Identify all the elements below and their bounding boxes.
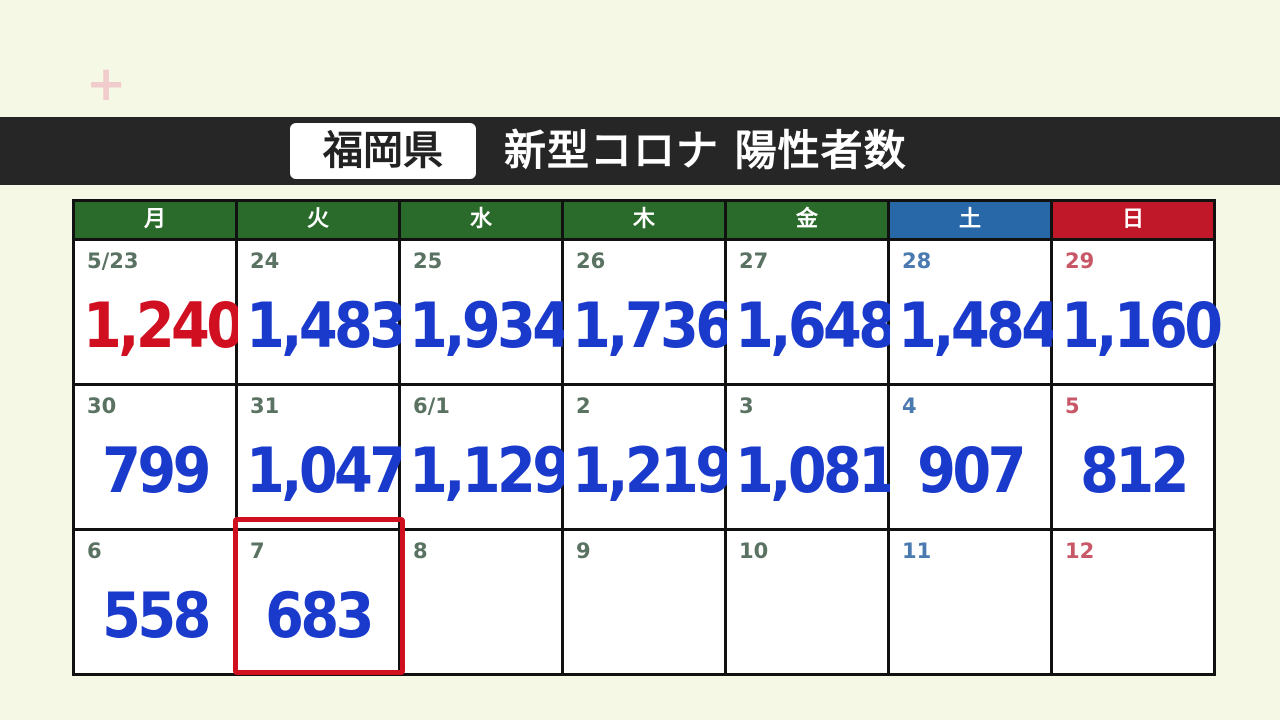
day-date: 12	[1065, 539, 1095, 563]
case-count: 907	[917, 434, 1026, 507]
day-cell: 25 1,934	[401, 241, 571, 383]
day-cell: 5 812	[1053, 386, 1213, 528]
day-cell: 26 1,736	[564, 241, 734, 383]
weekday-header: 日	[1053, 202, 1213, 238]
day-cell: 3 1,081	[727, 386, 897, 528]
day-cell: 28 1,484	[890, 241, 1060, 383]
day-date: 26	[576, 249, 606, 273]
page-title: 新型コロナ 陽性者数	[504, 126, 907, 175]
day-date: 28	[902, 249, 932, 273]
calendar-table: 月火水木金土日 5/23 1,240 24 1,483 25 1,934 26 1,736 27 1…	[72, 199, 1223, 676]
day-date: 27	[739, 249, 769, 273]
day-date: 4	[902, 394, 917, 418]
case-count: 558	[102, 579, 211, 652]
case-count: 1,081	[735, 434, 897, 507]
day-date: 7	[250, 539, 265, 563]
day-date: 5	[1065, 394, 1080, 418]
weekday-header: 金	[727, 202, 887, 238]
day-cell: 10	[727, 531, 887, 673]
case-count: 812	[1080, 434, 1189, 507]
case-count: 1,484	[898, 289, 1060, 362]
day-cell: 5/23 1,240	[75, 241, 245, 383]
day-date: 10	[739, 539, 769, 563]
day-cell: 27 1,648	[727, 241, 897, 383]
weekday-header: 木	[564, 202, 724, 238]
case-count: 799	[102, 434, 211, 507]
day-date: 24	[250, 249, 280, 273]
day-date: 6	[87, 539, 102, 563]
day-date: 5/23	[87, 249, 139, 273]
case-count: 1,934	[409, 289, 571, 362]
case-count: 1,736	[572, 289, 734, 362]
case-count: 1,129	[409, 434, 571, 507]
day-cell: 24 1,483	[238, 241, 408, 383]
day-date: 2	[576, 394, 591, 418]
day-date: 8	[413, 539, 428, 563]
day-cell: 8	[401, 531, 561, 673]
case-count: 1,047	[246, 434, 408, 507]
day-cell: 30 799	[75, 386, 235, 528]
day-cell: 12	[1053, 531, 1213, 673]
day-date: 11	[902, 539, 932, 563]
day-cell: 29 1,160	[1053, 241, 1223, 383]
day-date: 9	[576, 539, 591, 563]
case-count: 1,160	[1061, 289, 1223, 362]
case-count: 1,483	[246, 289, 408, 362]
day-date: 6/1	[413, 394, 450, 418]
day-date: 25	[413, 249, 443, 273]
weekday-header: 火	[238, 202, 398, 238]
weekday-header: 土	[890, 202, 1050, 238]
title-bar	[0, 117, 1280, 185]
prefecture-label: 福岡県	[290, 123, 476, 179]
day-date: 30	[87, 394, 117, 418]
case-count: 683	[265, 579, 374, 652]
day-cell: 6 558	[75, 531, 235, 673]
day-date: 3	[739, 394, 754, 418]
day-cell: 9	[564, 531, 724, 673]
day-cell: 31 1,047	[238, 386, 408, 528]
case-count: 1,240	[83, 289, 245, 362]
day-date: 29	[1065, 249, 1095, 273]
channel-logo: +	[86, 56, 127, 112]
case-count: 1,648	[735, 289, 897, 362]
case-count: 1,219	[572, 434, 734, 507]
weekday-header: 月	[75, 202, 235, 238]
weekday-header: 水	[401, 202, 561, 238]
day-cell: 7 683	[238, 531, 398, 673]
day-cell: 11	[890, 531, 1050, 673]
day-cell: 6/1 1,129	[401, 386, 571, 528]
day-cell: 2 1,219	[564, 386, 734, 528]
day-cell: 4 907	[890, 386, 1050, 528]
day-date: 31	[250, 394, 280, 418]
